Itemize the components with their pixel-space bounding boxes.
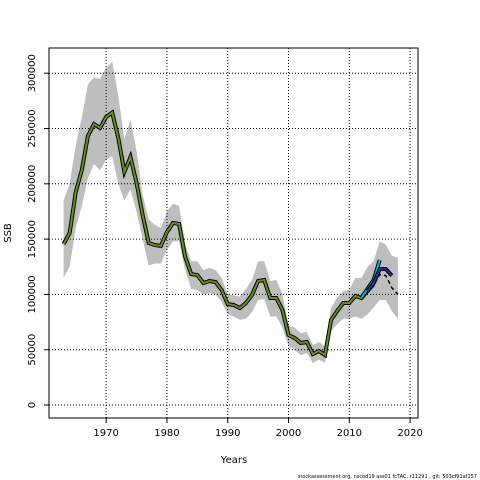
y-tick-label: 250000 xyxy=(27,109,38,147)
y-tick-label: 300000 xyxy=(27,54,38,92)
x-tick-label: 1990 xyxy=(215,428,240,439)
y-tick-label: 200000 xyxy=(27,165,38,203)
x-tick-label: 2000 xyxy=(276,428,301,439)
series-line xyxy=(366,267,393,292)
x-tick-label: 2020 xyxy=(397,428,422,439)
x-tick-label: 2010 xyxy=(337,428,362,439)
y-tick-label: 150000 xyxy=(27,220,38,258)
plot-frame xyxy=(48,47,419,419)
y-tick-label: 0 xyxy=(27,402,38,408)
y-tick-label: 50000 xyxy=(27,334,38,366)
x-tick-label: 1970 xyxy=(93,428,118,439)
y-axis-label: SSB xyxy=(3,223,14,243)
footer: stockassessment.org, nscod19 ass01 fcTAC… xyxy=(298,474,477,480)
x-axis-label: Years xyxy=(220,455,247,466)
series-line xyxy=(62,110,375,357)
x-tick-label: 1980 xyxy=(154,428,179,439)
y-tick-label: 100000 xyxy=(27,275,38,313)
confidence-band xyxy=(63,62,398,363)
